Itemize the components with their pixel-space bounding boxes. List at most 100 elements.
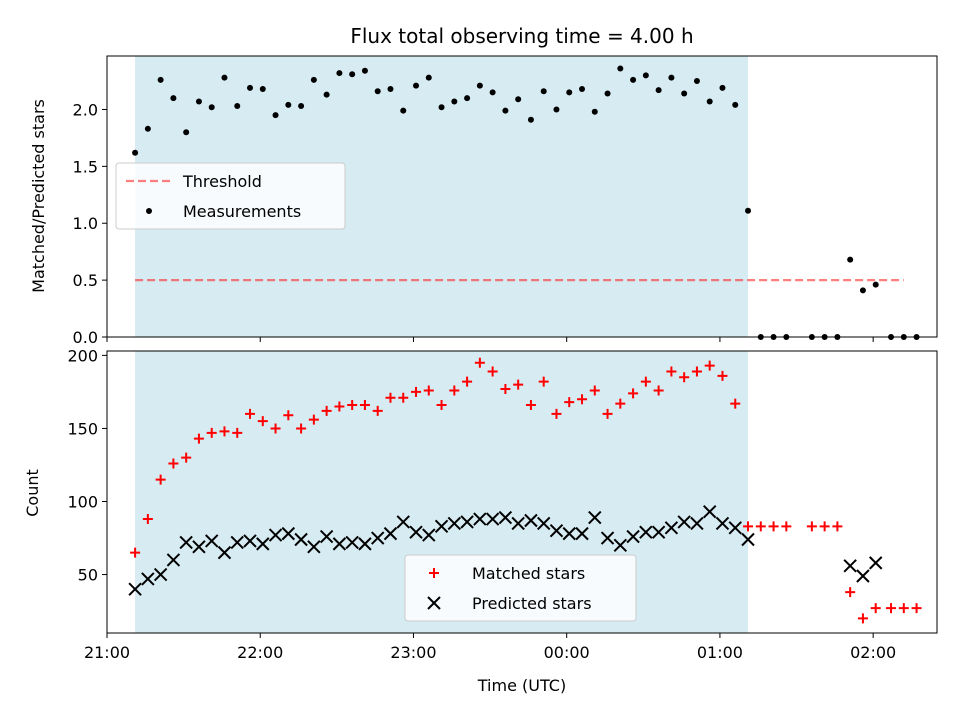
legend-measurement-swatch [146, 208, 152, 214]
matched-star-point [640, 376, 651, 387]
predicted-star-point [728, 521, 742, 535]
measurement-point [515, 96, 522, 103]
matched-star-point [898, 603, 909, 614]
measurement-point [272, 112, 279, 119]
measurement-point [451, 98, 458, 105]
measurement-point [847, 256, 854, 263]
measurement-point [144, 125, 151, 132]
predicted-star-point [268, 528, 283, 542]
predicted-star-point [869, 556, 883, 570]
matched-star-point [245, 408, 256, 419]
measurement-point [374, 88, 381, 95]
matched-star-point [755, 521, 766, 532]
predicted-star-point [422, 528, 436, 542]
predicted-star-point [741, 532, 755, 547]
predicted-star-point [128, 582, 142, 596]
matched-star-point [270, 423, 281, 434]
matched-star-point [704, 360, 715, 371]
legend-threshold-label: Threshold [182, 172, 262, 191]
measurement-point [425, 74, 432, 81]
predicted-star-point [690, 516, 704, 531]
legend-matched-swatch [429, 568, 439, 578]
legend-box [115, 162, 346, 230]
predicted-star-point [396, 515, 410, 529]
matched-star-point [321, 405, 332, 416]
matched-star-point [691, 366, 702, 377]
matched-star-point [845, 587, 856, 598]
matched-star-point [551, 408, 562, 419]
measurement-point [553, 106, 560, 113]
predicted-star-point [703, 505, 717, 519]
matched-star-point [870, 603, 881, 614]
predicted-star-point [371, 531, 385, 545]
matched-star-point [857, 613, 868, 624]
measurement-point [208, 104, 215, 111]
predicted-star-point [217, 545, 232, 560]
predicted-star-point [537, 516, 551, 531]
measurement-point [298, 103, 305, 110]
matched-star-point [257, 416, 268, 427]
matched-star-point [666, 366, 677, 377]
legend-matched-label: Matched stars [472, 564, 585, 583]
x-tick-label: 23:00 [390, 643, 436, 662]
bottom-legend: Matched stars Predicted stars [404, 554, 637, 622]
chart-title: Flux total observing time = 4.00 h [350, 24, 693, 48]
matched-star-point [589, 385, 600, 396]
matched-star-point [819, 521, 830, 532]
matched-star-point [232, 427, 243, 438]
measurement-point [706, 98, 713, 105]
predicted-star-point [358, 537, 372, 551]
matched-star-point [487, 366, 498, 377]
measurement-point [464, 95, 471, 102]
measurement-point [221, 74, 228, 81]
predicted-star-point [434, 519, 449, 534]
matched-star-point [886, 603, 897, 614]
matched-star-point [372, 405, 383, 416]
matched-star-point [181, 452, 192, 463]
predicted-star-point [281, 526, 296, 541]
measurement-point [157, 76, 164, 83]
legend-predicted-label: Predicted stars [472, 594, 592, 613]
legend-box [404, 554, 637, 622]
matched-star-point [193, 433, 204, 444]
top-axes-frame [106, 55, 938, 338]
measurement-point [579, 85, 586, 92]
matched-star-point [513, 379, 524, 390]
top-y-tick-label: 2.0 [73, 100, 98, 119]
matched-star-point [423, 385, 434, 396]
top-y-tick-label: 0.0 [73, 328, 98, 347]
matched-star-point [155, 474, 166, 485]
x-axis-label: Time (UTC) [477, 676, 566, 695]
measurement-point [323, 91, 330, 98]
predicted-star-point [524, 513, 538, 528]
measurement-point [630, 76, 637, 83]
predicted-star-point [153, 567, 168, 582]
x-tick-label: 21:00 [84, 643, 130, 662]
bottom-y-axis-label: Count [23, 469, 42, 517]
predicted-star-point [141, 572, 155, 586]
measurement-point [681, 90, 688, 97]
measurement-point [259, 85, 266, 92]
measurement-point [183, 129, 190, 136]
predicted-star-point [511, 516, 525, 531]
matched-star-point [500, 383, 511, 394]
measurement-point [361, 67, 368, 74]
measurement-point [438, 104, 445, 111]
measurement-point [642, 72, 649, 79]
matched-star-point [743, 521, 754, 532]
matched-star-point [436, 400, 447, 411]
predicted-star-point [485, 512, 500, 526]
measurement-point [693, 78, 700, 85]
measurement-point [476, 82, 483, 89]
measurement-point [719, 84, 726, 91]
x-tick-label: 01:00 [697, 643, 743, 662]
predicted-star-point [473, 512, 487, 526]
matched-star-point [206, 427, 217, 438]
predicted-star-point [409, 525, 423, 539]
measurement-point [310, 76, 317, 83]
measurement-point [527, 116, 534, 123]
legend-predicted-swatch [427, 596, 441, 610]
predicted-star-point [319, 529, 334, 544]
predicted-star-point [383, 526, 398, 541]
matched-star-point [142, 514, 153, 525]
